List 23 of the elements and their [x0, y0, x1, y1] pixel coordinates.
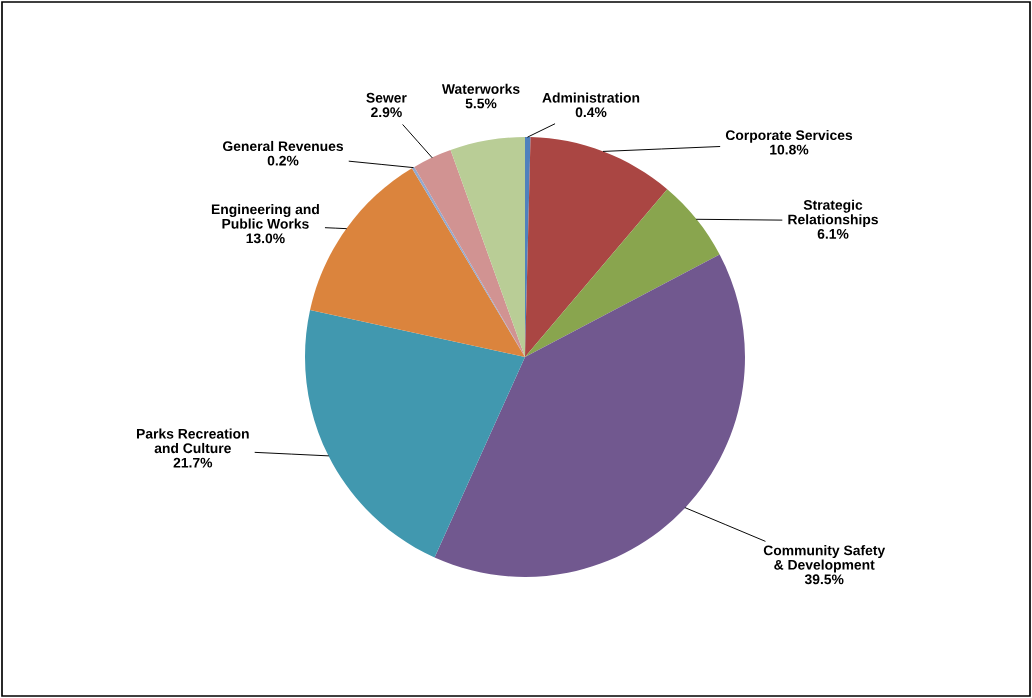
- slice-label: Corporate Services: [725, 129, 853, 143]
- pie-slice: [450, 137, 525, 357]
- slice-label: Sewer: [366, 92, 407, 103]
- pie-slice: [434, 254, 745, 577]
- data-label: 5.5%: [465, 98, 497, 109]
- slice-label: Administration: [542, 92, 640, 103]
- data-label: 0.2%: [267, 155, 299, 166]
- data-label: 21.7%: [173, 457, 213, 468]
- slice-label: General Revenues: [222, 140, 344, 152]
- slice-label: Strategic Relationships: [788, 199, 878, 228]
- data-label: 13.0%: [246, 233, 285, 244]
- slice-label: Parks Recreation and Culture: [136, 428, 249, 454]
- slice-label: Waterworks: [441, 83, 520, 94]
- slice-label: Community Safety & Development: [763, 545, 886, 573]
- pie-slice: [305, 310, 525, 558]
- pie-slice: [525, 137, 668, 357]
- data-label: 6.1%: [817, 228, 849, 239]
- data-label: 2.9%: [371, 107, 402, 118]
- pie-slice: [525, 189, 720, 357]
- data-label: 0.4%: [575, 107, 607, 118]
- data-label: 39.5%: [804, 574, 844, 585]
- data-label: 10.8%: [770, 144, 809, 155]
- slice-label: Engineering and Public Works: [211, 204, 319, 229]
